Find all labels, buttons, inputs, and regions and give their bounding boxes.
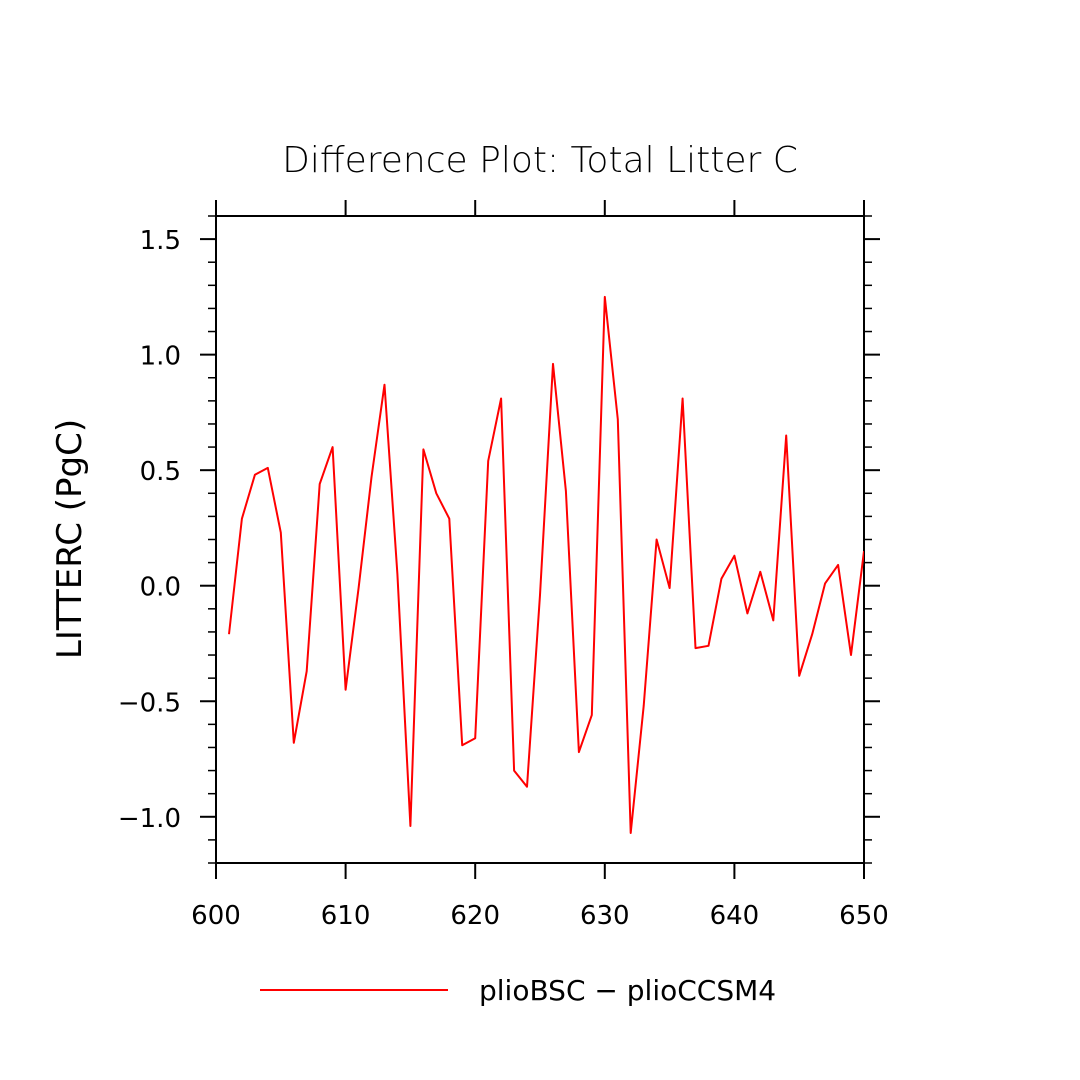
y-tick-label: 0.0	[140, 573, 181, 603]
plot-frame	[215, 215, 865, 864]
x-tick-label: 600	[191, 901, 241, 931]
x-tick-label: 640	[710, 901, 760, 931]
x-tick-label: 650	[839, 901, 889, 931]
x-tick-label: 620	[450, 901, 500, 931]
tick-labels: 600 610 620 630 640 650 −1.0 −0.5 0.0 0.5 1.0 1.5	[118, 226, 889, 931]
y-axis-label: LITTERC (PgC)	[50, 419, 90, 659]
y-tick-label: 0.5	[140, 457, 181, 487]
series-layer	[228, 295, 864, 834]
legend-label: plioBSC − plioCCSM4	[479, 974, 776, 1007]
y-tick-label: −0.5	[118, 688, 181, 718]
axis-ticks	[200, 200, 880, 879]
y-tick-label: −1.0	[118, 804, 181, 834]
series-line	[228, 295, 864, 834]
x-tick-label: 610	[321, 901, 371, 931]
chart-title: Difference Plot: Total Litter C	[282, 140, 798, 181]
x-tick-label: 630	[580, 901, 630, 931]
legend: plioBSC − plioCCSM4	[260, 974, 776, 1007]
y-tick-label: 1.0	[140, 342, 181, 372]
y-tick-label: 1.5	[140, 226, 181, 256]
